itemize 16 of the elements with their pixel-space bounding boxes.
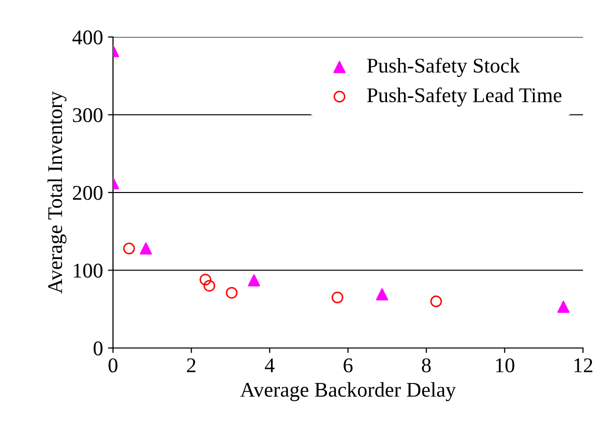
x-tick-label: 8	[422, 358, 431, 372]
x-tick-label: 6	[344, 358, 353, 372]
y-tick-label: 100	[74, 264, 102, 278]
x-axis-title: Average Backorder Delay	[240, 382, 456, 402]
y-axis-title: Average Total Inventory	[48, 91, 66, 294]
legend-label: Push-Safety Stock	[367, 58, 520, 77]
legend-label: Push-Safety Lead Time	[367, 87, 562, 107]
x-tick-label: 10	[496, 358, 514, 372]
y-tick-label: 400	[72, 30, 102, 44]
x-tick-label: 12	[574, 358, 592, 372]
x-tick-label: 4	[264, 358, 275, 372]
y-tick-label: 300	[73, 108, 102, 122]
y-tick-label: 0	[94, 341, 102, 356]
x-tick-label: 0	[108, 358, 118, 372]
y-tick-label: 200	[72, 186, 102, 200]
x-tick-label: 2	[187, 358, 196, 372]
